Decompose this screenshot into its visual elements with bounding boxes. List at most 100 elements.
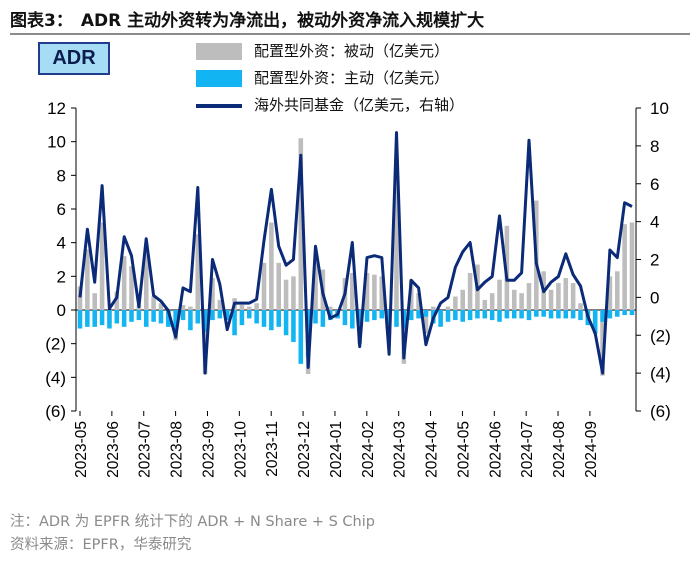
active-bar [92, 310, 98, 327]
active-bar [283, 310, 289, 336]
figure-label: 图表3： [10, 11, 73, 31]
active-bar [629, 310, 635, 316]
x-tick-label: 2024-03 [392, 421, 409, 478]
legend-item-fund: 海外共同基金（亿美元，右轴） [196, 92, 464, 119]
active-bar [453, 310, 458, 321]
passive-bar [350, 272, 355, 310]
active-bar [224, 310, 230, 321]
active-bar [511, 310, 517, 319]
active-bar [298, 310, 304, 364]
source-note: 资料来源：EPFR，华泰研究 [10, 537, 192, 553]
passive-bar [283, 279, 289, 310]
active-bar [239, 310, 245, 326]
active-bar [173, 310, 178, 334]
active-bar [482, 310, 488, 319]
active-bar [313, 310, 318, 324]
active-bar [210, 310, 215, 321]
legend-swatch-active [196, 70, 242, 87]
active-bar [151, 310, 156, 322]
passive-bar [482, 299, 488, 310]
active-bar [357, 310, 362, 324]
x-tick-label: 2023-07 [137, 421, 154, 478]
x-tick-label: 2024-09 [583, 421, 600, 478]
passive-bar [210, 278, 215, 310]
right-tick-label: 4 [650, 213, 659, 232]
adr-badge: ADR [38, 42, 110, 75]
passive-bar [129, 266, 134, 310]
x-tick-label: 2024-07 [519, 421, 536, 478]
active-bar [548, 310, 554, 319]
active-bar [526, 310, 532, 321]
passive-bar [622, 224, 627, 310]
passive-bar [261, 262, 267, 310]
left-tick-label: 0 [57, 301, 66, 320]
right-tick-label: 10 [650, 99, 669, 118]
passive-bar [614, 271, 620, 310]
passive-bar [92, 293, 98, 310]
passive-bar [188, 306, 193, 310]
active-bar [166, 310, 171, 327]
axes [71, 107, 641, 416]
active-bar [394, 310, 399, 327]
active-bar [136, 310, 142, 321]
passive-bar [467, 272, 473, 310]
x-tick-label: 2023-08 [169, 421, 186, 478]
active-bar [232, 310, 237, 336]
active-bar [408, 310, 414, 321]
fund-line [78, 131, 633, 375]
legend-label-fund: 海外共同基金（亿美元，右轴） [254, 96, 465, 114]
fund-line-layer [78, 131, 633, 375]
passive-bar [556, 283, 561, 310]
active-bars [77, 310, 635, 364]
passive-bar [143, 252, 149, 310]
passive-bar [291, 276, 296, 310]
passive-bar [394, 158, 399, 310]
active-bar [570, 310, 576, 319]
x-tick-label: 2023-11 [264, 421, 281, 477]
passive-bar [151, 296, 156, 310]
right-tick-label: 8 [650, 137, 659, 156]
active-bar [143, 310, 149, 327]
active-bar [607, 310, 613, 319]
passive-bar [526, 283, 532, 310]
passive-bar [269, 222, 274, 310]
legend-item-passive: 配置型外资：被动（亿美元） [196, 38, 464, 65]
passive-bar [489, 293, 495, 310]
left-tick-label: 6 [57, 200, 66, 219]
passive-bar [217, 299, 223, 310]
passive-bar [563, 278, 569, 310]
active-bar [622, 310, 627, 316]
active-bar [276, 310, 282, 327]
passive-bar [180, 304, 186, 310]
active-bar [519, 310, 524, 319]
active-bar [556, 310, 561, 319]
active-bar [114, 310, 120, 324]
active-bar [342, 310, 348, 326]
legend-swatch-passive [196, 43, 242, 60]
active-bar [261, 310, 267, 327]
active-bar [416, 310, 421, 319]
passive-bar [158, 303, 164, 310]
passive-bar [629, 222, 635, 310]
active-bar [592, 310, 598, 334]
active-bar [158, 310, 164, 324]
passive-bar [246, 306, 252, 310]
active-bar [99, 310, 105, 326]
active-bar [350, 310, 355, 329]
active-bar [379, 310, 385, 319]
chart-title: 图表3： ADR 主动外资转为净流出，被动外资净流入规模扩大 [10, 6, 484, 31]
x-tick-label: 2024-02 [360, 421, 377, 478]
active-bar [534, 310, 539, 317]
legend-label-active: 配置型外资：主动（亿美元） [254, 69, 450, 87]
passive-bar [416, 293, 421, 310]
active-bar [467, 310, 473, 321]
chart-headline: ADR 主动外资转为净流出，被动外资净流入规模扩大 [80, 11, 485, 31]
active-bar [129, 310, 134, 322]
active-bar [217, 310, 223, 319]
passive-bar [453, 296, 458, 310]
x-tick-label: 2023-05 [73, 421, 90, 478]
right-tick-label: 2 [650, 251, 659, 270]
x-tick-label: 2024-05 [455, 421, 472, 478]
passive-bar [607, 276, 613, 310]
passive-bar [85, 249, 90, 310]
